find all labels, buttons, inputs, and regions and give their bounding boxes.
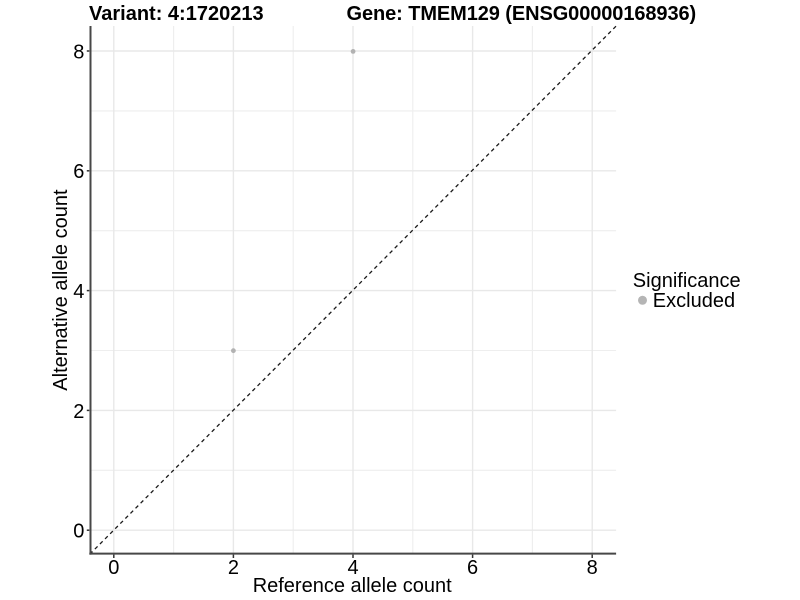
svg-text:4: 4 xyxy=(347,557,358,579)
svg-text:0: 0 xyxy=(73,521,84,543)
svg-text:Significance: Significance xyxy=(633,270,741,292)
svg-text:4: 4 xyxy=(73,281,84,303)
svg-text:2: 2 xyxy=(228,557,239,579)
svg-text:Reference allele count: Reference allele count xyxy=(253,575,452,597)
svg-text:Excluded: Excluded xyxy=(653,290,735,312)
svg-text:2: 2 xyxy=(73,401,84,423)
svg-text:Alternative allele count: Alternative allele count xyxy=(50,189,72,391)
svg-text:Variant: 4:1720213: Variant: 4:1720213 xyxy=(89,3,264,25)
svg-text:Gene: TMEM129 (ENSG00000168936: Gene: TMEM129 (ENSG00000168936) xyxy=(347,3,697,25)
svg-text:8: 8 xyxy=(73,41,84,63)
svg-text:6: 6 xyxy=(467,557,478,579)
svg-text:8: 8 xyxy=(587,557,598,579)
svg-text:0: 0 xyxy=(108,557,119,579)
svg-text:6: 6 xyxy=(73,161,84,183)
